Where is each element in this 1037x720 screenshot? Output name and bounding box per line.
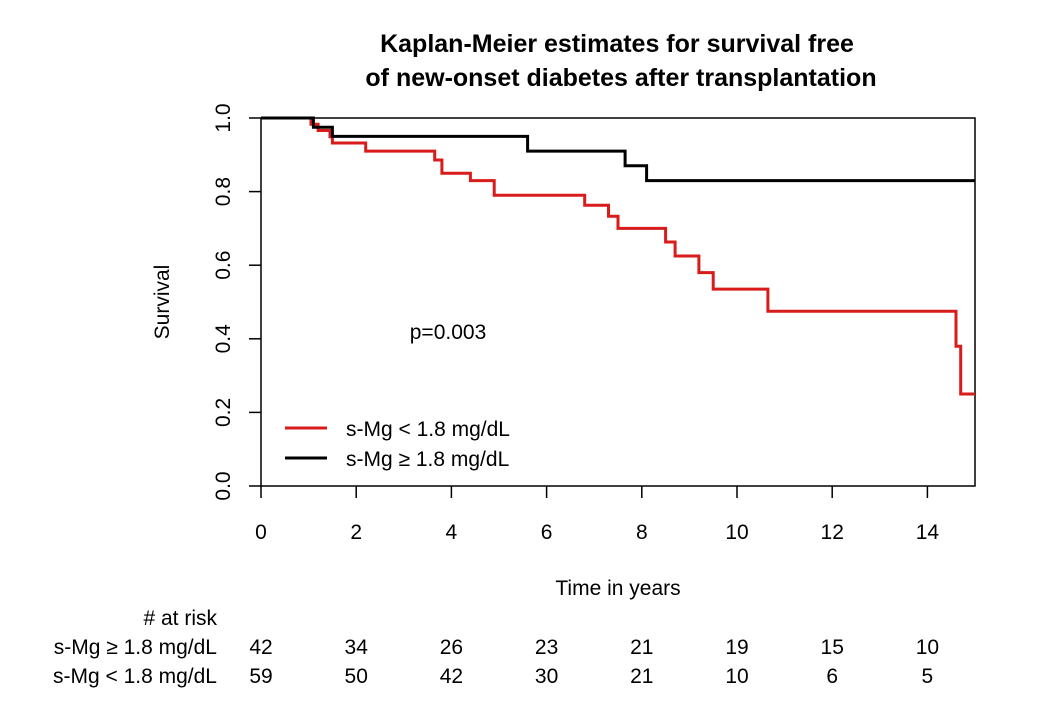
risk-value: 59 (249, 665, 272, 688)
risk-value: 21 (630, 636, 653, 659)
y-tick-label: 0.8 (212, 177, 235, 206)
x-axis: 0 2 4 6 8 10 12 14 (255, 486, 939, 544)
risk-value: 23 (535, 636, 558, 659)
risk-table-header: # at risk (143, 607, 217, 630)
y-tick-label: 0.0 (212, 471, 235, 500)
x-tick-label: 4 (446, 521, 458, 544)
x-tick-label: 0 (255, 521, 267, 544)
risk-value: 30 (535, 665, 558, 688)
risk-value: 10 (916, 636, 939, 659)
y-tick-label: 1.0 (212, 103, 235, 132)
x-axis-label: Time in years (555, 577, 680, 600)
survival-curve-high-mg (261, 116, 975, 183)
plot-frame (260, 117, 976, 487)
y-axis-label: Survival (151, 265, 174, 340)
legend-label-black: s-Mg ≥ 1.8 mg/dL (346, 448, 509, 471)
y-tick-label: 0.4 (212, 324, 235, 354)
risk-table: # at risk s-Mg ≥ 1.8 mg/dL s-Mg < 1.8 mg… (53, 607, 939, 688)
risk-value: 50 (345, 665, 368, 688)
chart-title-line-1: Kaplan-Meier estimates for survival free (380, 30, 854, 58)
risk-value: 21 (630, 665, 653, 688)
risk-row-label-1: s-Mg ≥ 1.8 mg/dL (54, 636, 217, 659)
legend-label-red: s-Mg < 1.8 mg/dL (346, 418, 510, 441)
risk-values: 42 34 26 23 21 19 15 10 59 50 42 30 21 10 6 5 (249, 636, 939, 688)
p-value-annotation: p=0.003 (410, 321, 487, 344)
series-layer (261, 116, 975, 396)
x-tick-label: 12 (821, 521, 844, 544)
legend: s-Mg < 1.8 mg/dL s-Mg ≥ 1.8 mg/dL (285, 418, 510, 471)
risk-value: 10 (725, 665, 748, 688)
risk-value: 5 (922, 665, 934, 688)
chart-title-line-2: of new-onset diabetes after transplantat… (365, 64, 876, 92)
risk-row-label-2: s-Mg < 1.8 mg/dL (53, 665, 217, 688)
x-tick-label: 6 (541, 521, 553, 544)
risk-value: 42 (249, 636, 272, 659)
risk-value: 6 (826, 665, 838, 688)
x-tick-label: 8 (636, 521, 648, 544)
risk-value: 15 (821, 636, 844, 659)
y-tick-label: 0.2 (212, 398, 235, 427)
x-tick-label: 2 (350, 521, 362, 544)
x-tick-label: 10 (725, 521, 748, 544)
risk-value: 26 (440, 636, 463, 659)
x-tick-label: 14 (916, 521, 940, 544)
risk-value: 19 (725, 636, 748, 659)
survival-curve-low-mg (261, 116, 975, 396)
risk-value: 42 (440, 665, 463, 688)
y-tick-label: 0.6 (212, 251, 235, 280)
risk-value: 34 (345, 636, 369, 659)
y-axis: 0.0 0.2 0.4 0.6 0.8 1.0 (212, 103, 261, 501)
